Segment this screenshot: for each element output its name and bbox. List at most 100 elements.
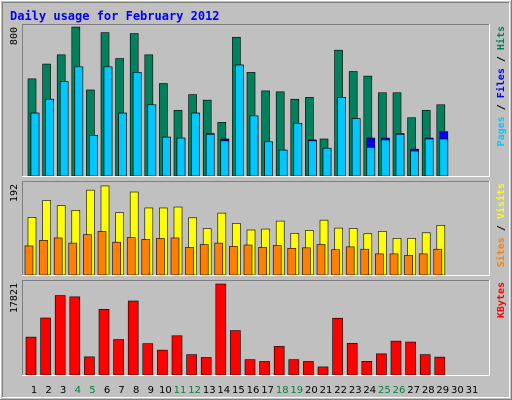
bar-sites-day-20 (302, 247, 311, 276)
bar-kbytes-day-18 (273, 346, 285, 376)
x-tick-label-day-29: 29 (436, 385, 449, 396)
x-tick-label-day-11: 11 (174, 385, 187, 396)
x-tick-label-day-12: 12 (188, 385, 201, 396)
bar-sites-day-15 (229, 246, 238, 276)
panel-border (22, 280, 490, 376)
bar-pages-day-9 (147, 104, 157, 177)
x-tick-label-day-5: 5 (89, 385, 95, 396)
y-max-label-kbytes: 17821 (9, 283, 20, 313)
x-tick-label-day-3: 3 (60, 385, 66, 396)
bar-pages-day-16 (249, 115, 259, 177)
bar-pages-day-11 (176, 137, 186, 177)
bar-kbytes-day-19 (288, 359, 300, 376)
bar-sites-day-10 (156, 238, 165, 276)
bar-pages-day-18 (278, 149, 288, 177)
x-tick-label-day-2: 2 (45, 385, 51, 396)
x-tick-label-day-10: 10 (159, 385, 172, 396)
bar-pages-day-14 (220, 140, 230, 177)
bar-kbytes-day-22 (332, 317, 343, 376)
bar-pages-day-2 (45, 98, 54, 177)
x-tick-label-day-15: 15 (232, 385, 245, 396)
bar-sites-day-3 (53, 237, 63, 276)
bar-kbytes-day-6 (98, 308, 110, 376)
bar-kbytes-day-29 (434, 356, 446, 376)
x-tick-label-day-16: 16 (247, 385, 260, 396)
bar-pages-day-10 (162, 136, 171, 177)
side-label-part: / (496, 50, 507, 68)
side-label-part: Hits (495, 26, 507, 50)
x-tick-label-day-7: 7 (118, 385, 124, 396)
panel-border (22, 24, 490, 177)
side-label-part: / (496, 98, 507, 116)
x-tick-label-day-8: 8 (133, 385, 139, 396)
bar-pages-day-29 (439, 138, 449, 177)
bar-sites-day-23 (345, 246, 355, 276)
bar-pages-day-8 (132, 72, 142, 177)
bar-kbytes-day-20 (303, 361, 314, 376)
chart-title: Daily usage for February 2012 (10, 9, 220, 23)
bar-kbytes-day-12 (186, 354, 197, 376)
panel-kbytes (22, 280, 490, 376)
bar-pages-day-1 (30, 112, 40, 177)
bar-kbytes-day-13 (200, 357, 212, 376)
bar-sites-day-22 (331, 249, 340, 276)
x-tick-label-day-27: 27 (407, 385, 420, 396)
bar-pages-day-4 (74, 66, 84, 177)
side-label-visits-sites: Sites / Visits (495, 183, 507, 267)
bar-kbytes-day-21 (317, 366, 329, 376)
x-tick-label-day-26: 26 (393, 385, 406, 396)
bar-sites-day-26 (389, 253, 399, 276)
bar-pages-day-28 (424, 138, 434, 177)
bar-sites-day-27 (404, 255, 413, 276)
bar-sites-day-9 (141, 239, 151, 276)
bar-pages-day-19 (293, 122, 303, 177)
bar-pages-day-21 (322, 147, 332, 177)
y-max-label-visits-sites: 192 (9, 184, 20, 202)
x-tick-label-day-6: 6 (104, 385, 110, 396)
bar-sites-day-16 (243, 244, 253, 276)
side-label-part: Pages (496, 116, 507, 146)
bar-sites-day-8 (126, 237, 136, 276)
x-tick-label-day-14: 14 (217, 385, 230, 396)
bar-pages-day-24 (366, 147, 376, 177)
bar-kbytes-day-28 (419, 354, 431, 376)
bar-sites-day-25 (375, 253, 384, 276)
bar-kbytes-day-16 (244, 359, 256, 376)
bar-pages-day-12 (191, 112, 200, 177)
bar-pages-day-3 (59, 81, 69, 177)
bar-sites-day-18 (272, 245, 282, 276)
side-label-kbytes: KBytes (496, 282, 507, 318)
x-tick-label-day-31: 31 (466, 385, 479, 396)
x-tick-label-day-23: 23 (349, 385, 362, 396)
x-tick-label-day-30: 30 (451, 385, 464, 396)
side-label-part: Visits (495, 183, 507, 219)
side-label-hits-files-pages: Pages / Files / Hits (495, 26, 507, 146)
side-label-part: Files (495, 68, 507, 98)
side-label-part: / (496, 219, 507, 237)
bar-kbytes-day-17 (259, 361, 270, 376)
bar-sites-day-14 (214, 242, 224, 276)
x-tick-label-day-28: 28 (422, 385, 435, 396)
bar-kbytes-day-5 (84, 356, 95, 376)
panel-border (22, 181, 490, 276)
bar-sites-day-17 (258, 247, 267, 276)
bar-sites-day-24 (360, 248, 370, 276)
bar-pages-day-25 (381, 139, 390, 177)
bar-kbytes-day-14 (215, 283, 227, 376)
x-tick-label-day-18: 18 (276, 385, 289, 396)
bar-pages-day-15 (235, 64, 244, 177)
x-tick-label-day-19: 19 (290, 385, 303, 396)
bar-sites-day-21 (316, 244, 326, 276)
bar-kbytes-day-15 (230, 330, 241, 376)
bar-kbytes-day-8 (127, 300, 139, 376)
x-tick-label-day-25: 25 (378, 385, 391, 396)
bar-sites-day-2 (39, 240, 48, 276)
bar-pages-day-20 (308, 140, 317, 177)
side-label-part: Sites (495, 237, 507, 267)
bar-pages-day-6 (103, 66, 113, 177)
bar-sites-day-19 (287, 247, 297, 276)
panel-visits-sites (22, 181, 490, 276)
